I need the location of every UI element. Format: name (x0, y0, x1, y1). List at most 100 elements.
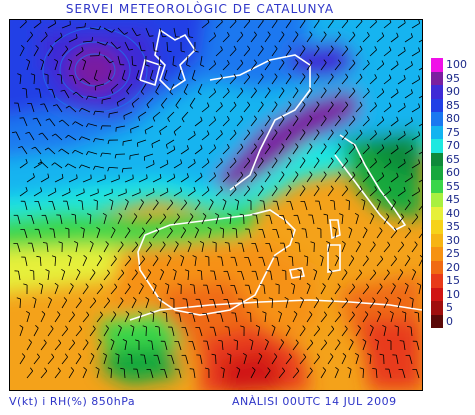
wind-barb-feather (106, 297, 111, 302)
wind-barb (206, 285, 210, 295)
wind-barb (95, 83, 105, 87)
wind-barb (144, 153, 154, 158)
wind-barb-feather (247, 157, 251, 162)
wind-barb (138, 313, 142, 323)
wind-barb-feather (137, 310, 142, 314)
wind-barb-feather (155, 326, 160, 328)
wind-barb (205, 313, 210, 323)
wind-barb (215, 215, 219, 225)
wind-barb-feather (29, 269, 34, 272)
wind-barb (138, 41, 142, 51)
wind-barb-feather (172, 268, 177, 272)
wind-barb-feather (234, 199, 239, 202)
legend-item: 0 (431, 314, 475, 328)
wind-barb-feather (310, 241, 315, 244)
wind-barb-feather (79, 78, 84, 82)
wind-barb (376, 341, 379, 351)
wind-barb (355, 77, 363, 85)
wind-barb (390, 258, 397, 267)
wind-barb-feather (25, 158, 28, 163)
wind-barb (327, 188, 334, 197)
wind-barb-feather (78, 136, 82, 141)
wind-barb (110, 41, 118, 49)
wind-barb-feather (253, 87, 257, 92)
wind-barb (192, 313, 196, 323)
wind-barb-feather (18, 146, 23, 149)
wind-barb (215, 105, 223, 113)
wind-barb-feather (359, 45, 363, 50)
wind-barb (173, 125, 182, 133)
wind-barb (43, 103, 49, 113)
wind-barb (166, 230, 173, 239)
wind-barb (130, 153, 140, 156)
wind-barb-feather (45, 269, 50, 272)
wind-barb (276, 229, 280, 239)
wind-barb (341, 328, 348, 337)
wind-barb-feather (110, 338, 115, 342)
wind-barb-feather (40, 58, 44, 62)
wind-barb (51, 89, 56, 99)
wind-barb (306, 342, 314, 351)
wind-barb (383, 216, 390, 225)
wind-barb (341, 48, 349, 57)
wind-barb (64, 90, 70, 99)
wind-barb (290, 201, 294, 211)
wind-barb (82, 257, 88, 267)
wind-barb-feather (388, 74, 392, 79)
wind-barb-feather (44, 31, 48, 36)
wind-barb-feather (105, 241, 109, 245)
legend-item: 15 (431, 274, 475, 288)
wind-barb-feather (242, 352, 247, 356)
wind-barb-feather (248, 20, 251, 22)
wind-barb-feather (112, 311, 117, 315)
wind-barb (276, 257, 280, 267)
wind-barb-feather (164, 78, 168, 82)
wind-barb (257, 104, 264, 113)
wind-barb-feather (41, 310, 46, 315)
wind-barb (138, 258, 146, 267)
wind-barb (40, 285, 44, 295)
wind-barb (189, 97, 196, 106)
wind-barb (54, 61, 59, 71)
wind-barb (334, 257, 340, 267)
wind-barb-feather (65, 163, 69, 167)
wind-barb (36, 117, 42, 127)
wind-barb-feather (65, 45, 69, 50)
wind-barb-feather (32, 173, 35, 178)
wind-barb (15, 131, 21, 141)
wind-barb (199, 299, 203, 309)
wind-barb-feather (210, 199, 214, 203)
wind-barb-feather (267, 115, 271, 119)
wind-barb (157, 355, 161, 365)
wind-barb-feather (345, 297, 349, 302)
wind-barb (362, 368, 364, 379)
wind-barb (236, 340, 238, 351)
wind-barb (355, 49, 363, 57)
wind-barb-feather (330, 45, 334, 50)
wind-barb-feather (200, 64, 205, 67)
wind-barb (390, 120, 399, 127)
wind-barb-feather (337, 59, 341, 64)
wind-barb (411, 50, 420, 57)
wind-barb-feather (418, 159, 421, 164)
wind-barb (236, 174, 244, 183)
wind-barb-feather (200, 116, 203, 121)
wind-barb-feather (76, 269, 81, 273)
wind-barb-feather (377, 310, 382, 315)
wind-barb (173, 216, 180, 225)
wind-barb (208, 63, 216, 71)
wind-barb-feather (118, 174, 120, 179)
wind-barb-feather (288, 157, 292, 161)
wind-barb-feather (50, 45, 54, 49)
wind-barb (234, 285, 238, 295)
wind-barb (397, 299, 402, 309)
wind-barb (124, 201, 129, 211)
wind-barb-feather (148, 213, 152, 218)
wind-barb (59, 215, 63, 225)
wind-barb-feather (316, 353, 320, 358)
color-legend: 100 95 90 85 80 75 70 65 60 55 45 40 35 30 25 20 15 10 5 0 (431, 58, 475, 328)
wind-barb-feather (375, 20, 377, 22)
wind-barb-feather (233, 157, 237, 162)
wind-barb (201, 215, 207, 225)
wind-barb (376, 63, 385, 71)
